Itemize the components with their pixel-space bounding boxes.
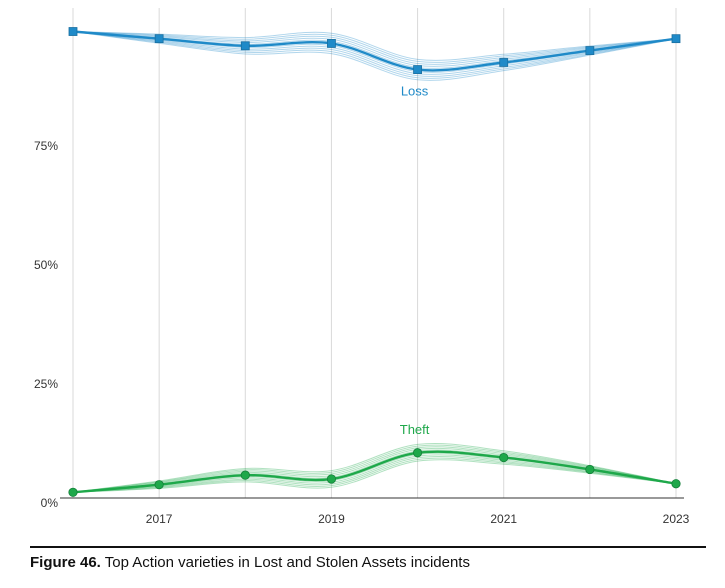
series-line-loss [72,30,677,72]
x-tick-2017: 2017 [146,512,173,526]
point-theft-2018 [240,470,250,480]
band-line-theft-1 [72,457,677,493]
series-lines [72,30,677,494]
caption-text: Top Action varieties in Lost and Stolen … [100,554,470,571]
y-tick-25: 25% [34,377,58,391]
x-tick-2023: 2023 [663,512,690,526]
band-line-loss-9 [72,31,677,63]
band-line-theft-9 [72,444,677,493]
point-theft-2019 [326,474,337,484]
band-line-loss-0 [72,31,677,81]
band-line-loss-3 [72,31,677,75]
point-loss-2022 [585,46,595,55]
point-loss-2023 [671,34,681,44]
point-loss-2017 [154,34,164,44]
point-theft-2022 [585,464,595,475]
point-theft-2023 [671,479,681,489]
point-loss-2018 [240,41,250,51]
point-theft-2017 [154,480,164,490]
band-line-loss-8 [72,31,677,65]
band-line-loss-10 [72,31,677,61]
axes: 2017 2019 2021 2023 0% 25% 50% 75% [34,139,690,526]
band-line-loss-7 [72,31,677,67]
band-line-theft-2 [72,456,677,493]
point-loss-2016 [68,27,78,36]
band-line-theft-7 [72,447,677,493]
series-label-theft: Theft [400,422,430,437]
series-line-theft [72,450,677,494]
band-line-loss-2 [72,31,677,77]
point-loss-2020 [413,65,422,74]
point-loss-2019 [327,39,336,48]
band-line-theft-0 [72,459,677,493]
band-line-theft-8 [72,446,677,493]
uncertainty-bands [72,31,677,493]
band-line-loss-1 [72,31,677,79]
caption-label: Figure 46. [30,554,101,571]
caption-rule [30,546,706,548]
grid-lines [72,8,677,498]
y-tick-0: 0% [41,496,59,510]
point-theft-2016 [68,487,78,497]
series-labels: Loss Theft [400,84,430,437]
band-line-theft-3 [72,454,677,493]
point-theft-2020 [412,448,423,458]
series-label-loss: Loss [401,84,429,99]
y-tick-75: 75% [34,139,58,153]
x-tick-2019: 2019 [318,512,345,526]
band-line-theft-10 [72,442,677,493]
y-tick-50: 50% [34,258,58,272]
figure-caption: Figure 46. Top Action varieties in Lost … [30,554,710,571]
point-loss-2021 [499,58,509,67]
data-points [68,27,681,497]
x-tick-2021: 2021 [490,512,517,526]
line-chart: 2017 2019 2021 2023 0% 25% 50% 75% Loss Theft [34,8,690,526]
point-theft-2021 [499,452,509,463]
